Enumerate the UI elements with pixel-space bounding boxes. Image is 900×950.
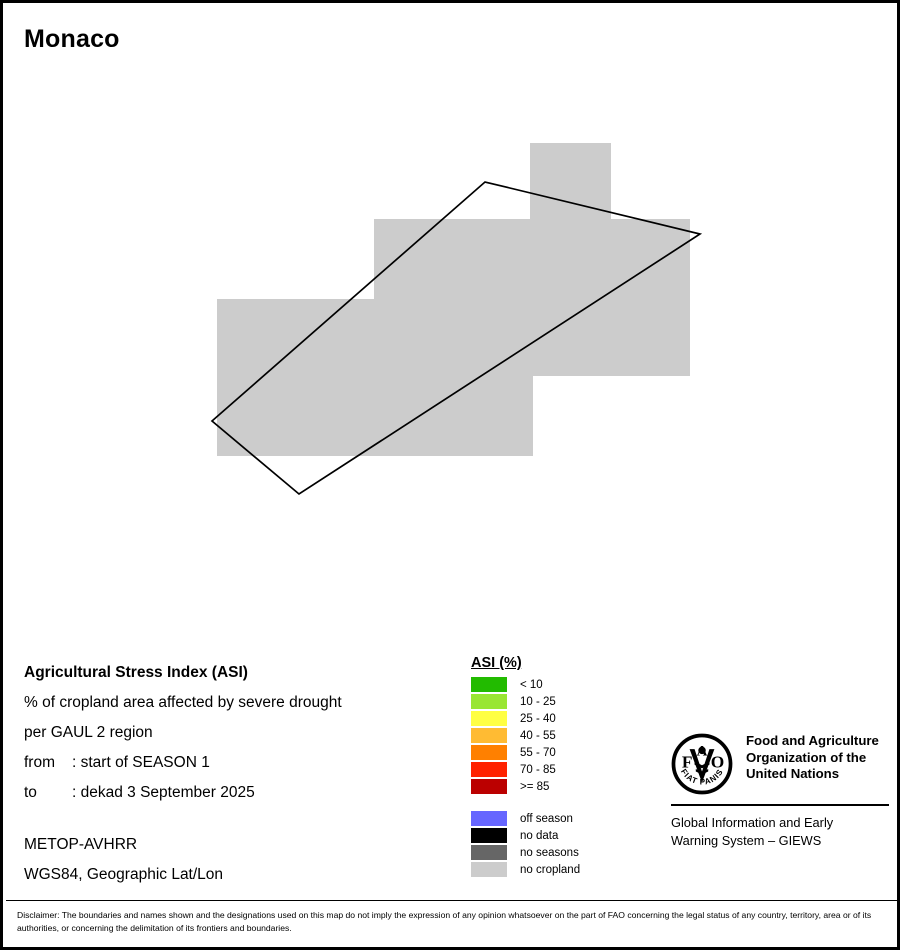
legend-class-swatch	[471, 711, 507, 726]
legend-class-label: 70 - 85	[520, 763, 556, 776]
info-heading: Agricultural Stress Index (ASI)	[24, 664, 248, 681]
legend-special-row[interactable]: no seasons	[471, 844, 641, 861]
svg-text:A: A	[697, 743, 708, 759]
fao-divider	[671, 804, 889, 806]
legend-class-swatch	[471, 779, 507, 794]
legend-class-row[interactable]: >= 85	[471, 778, 641, 795]
legend-title: ASI (%)	[471, 655, 522, 671]
legend-class-row[interactable]: < 10	[471, 676, 641, 693]
giews-line-1: Global Information and Early	[671, 815, 834, 830]
fao-org-name: Food and Agriculture Organization of the…	[746, 733, 879, 783]
to-key: to	[24, 784, 37, 801]
legend-class-row[interactable]: 10 - 25	[471, 693, 641, 710]
info-subtitle-1: % of cropland area affected by severe dr…	[24, 694, 342, 711]
legend-special-swatch	[471, 828, 507, 843]
legend-special-swatch	[471, 862, 507, 877]
legend-class-swatch	[471, 745, 507, 760]
country-boundary-outline	[210, 181, 703, 496]
disclaimer-divider	[6, 900, 897, 901]
fao-org-line-1: Food and Agriculture	[746, 733, 879, 748]
legend-class-swatch	[471, 694, 507, 709]
legend-class-label: 25 - 40	[520, 712, 556, 725]
legend: ASI (%) < 10 10 - 25 25 - 40 40 - 55 55 - 70…	[471, 654, 641, 878]
info-sensor: METOP-AVHRR	[24, 836, 138, 853]
fao-org-line-2: Organization of the	[746, 749, 867, 765]
fao-logo-block: F A O FIAT PANIS Food and Agriculture Or…	[671, 733, 889, 850]
legend-class-label: 40 - 55	[520, 729, 556, 742]
from-key: from	[24, 754, 55, 771]
legend-special-list: off season no data no seasons no cropland	[471, 810, 641, 878]
legend-special-swatch	[471, 845, 507, 860]
legend-class-label: >= 85	[520, 780, 550, 793]
svg-text:O: O	[711, 753, 725, 772]
giews-line-2: Warning System – GIEWS	[671, 833, 822, 848]
info-projection: WGS84, Geographic Lat/Lon	[24, 866, 224, 883]
legend-class-row[interactable]: 25 - 40	[471, 710, 641, 727]
legend-class-list: < 10 10 - 25 25 - 40 40 - 55 55 - 70 70 - 85 >…	[471, 676, 641, 795]
legend-class-label: 10 - 25	[520, 695, 556, 708]
fao-giews-name: Global Information and Early Warning Sys…	[671, 814, 889, 850]
info-period-from: from : start of SEASON 1	[24, 748, 444, 778]
legend-special-label: no data	[520, 829, 559, 842]
disclaimer-text: Disclaimer: The boundaries and names sho…	[17, 910, 872, 933]
legend-class-row[interactable]: 40 - 55	[471, 727, 641, 744]
fao-org-line-3: United Nations	[746, 766, 840, 781]
legend-special-swatch	[471, 811, 507, 826]
legend-class-row[interactable]: 70 - 85	[471, 761, 641, 778]
no-cropland-raster	[217, 143, 690, 456]
legend-class-swatch	[471, 762, 507, 777]
legend-special-row[interactable]: off season	[471, 810, 641, 827]
legend-class-row[interactable]: 55 - 70	[471, 744, 641, 761]
map-canvas	[210, 143, 703, 496]
legend-special-label: off season	[520, 812, 573, 825]
info-block: Agricultural Stress Index (ASI) % of cro…	[24, 658, 444, 890]
legend-special-label: no seasons	[520, 846, 579, 859]
svg-text:F: F	[682, 753, 693, 772]
fao-emblem-icon: F A O FIAT PANIS	[671, 733, 733, 795]
to-value: : dekad 3 September 2025	[72, 784, 255, 801]
legend-special-row[interactable]: no data	[471, 827, 641, 844]
legend-class-label: < 10	[520, 678, 543, 691]
from-value: : start of SEASON 1	[72, 754, 210, 771]
legend-class-swatch	[471, 728, 507, 743]
legend-special-row[interactable]: no cropland	[471, 861, 641, 878]
legend-special-label: no cropland	[520, 863, 581, 876]
legend-gap	[471, 795, 641, 810]
info-spacer	[24, 808, 444, 830]
legend-class-swatch	[471, 677, 507, 692]
legend-class-label: 55 - 70	[520, 746, 556, 759]
fao-top-row: F A O FIAT PANIS Food and Agriculture Or…	[671, 733, 889, 795]
info-period-to: to : dekad 3 September 2025	[24, 778, 444, 808]
page-title: Monaco	[24, 25, 120, 53]
info-subtitle-2: per GAUL 2 region	[24, 724, 153, 741]
